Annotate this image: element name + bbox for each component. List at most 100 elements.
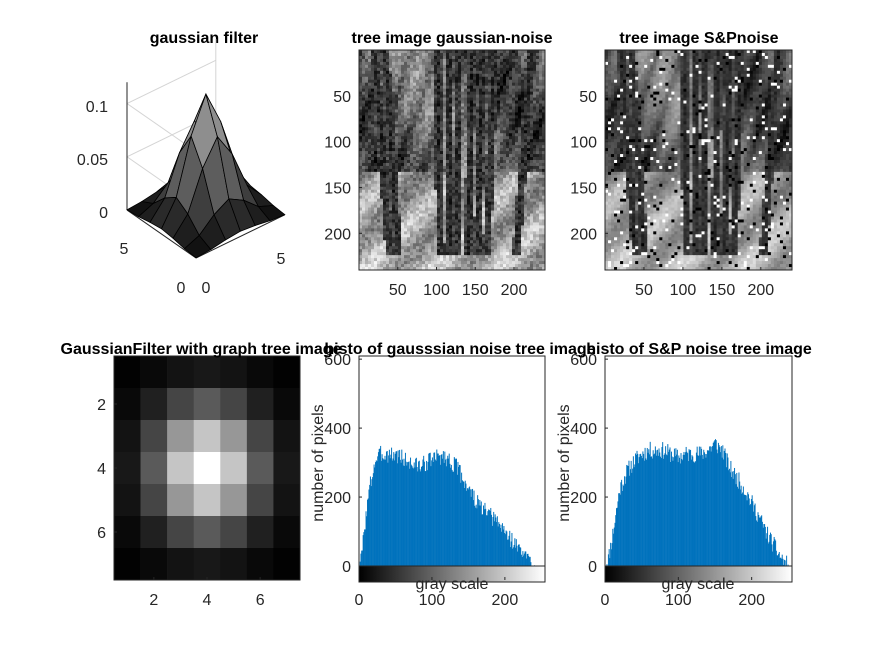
- pixel: [503, 85, 507, 90]
- pixel: [503, 139, 507, 143]
- pixel: [380, 234, 384, 238]
- pixel: [533, 198, 537, 203]
- pixel: [647, 52, 651, 57]
- pixel: [401, 103, 405, 107]
- pixel: [410, 103, 414, 107]
- pixel: [368, 228, 372, 232]
- pixel: [377, 210, 381, 214]
- pixel: [371, 91, 375, 95]
- pixel: [407, 231, 411, 235]
- pixel: [530, 165, 534, 170]
- pixel: [401, 79, 405, 84]
- pixel: [686, 55, 690, 60]
- pixel: [530, 61, 534, 66]
- pixel: [503, 154, 507, 158]
- pixel: [458, 109, 462, 113]
- pixel: [458, 151, 462, 155]
- pixel: [515, 240, 519, 244]
- pixel: [527, 91, 531, 95]
- pixel: [701, 61, 705, 66]
- pixel: [494, 91, 498, 95]
- pixel: [428, 165, 432, 170]
- pixel: [515, 222, 519, 226]
- pixel: [434, 100, 438, 104]
- pixel: [539, 237, 543, 241]
- pixel: [503, 55, 507, 60]
- pixel: [461, 142, 465, 146]
- pixel: [491, 195, 495, 200]
- pixel: [383, 70, 387, 75]
- pixel: [389, 67, 393, 72]
- pixel: [395, 100, 399, 104]
- pixel: [431, 189, 435, 194]
- pixel: [395, 50, 399, 54]
- pixel: [392, 198, 396, 203]
- pixel: [527, 118, 531, 122]
- pixel: [479, 231, 483, 235]
- pixel: [494, 171, 498, 176]
- pixel: [539, 162, 543, 167]
- pixel: [365, 207, 369, 211]
- pixel: [380, 180, 384, 185]
- pixel: [626, 58, 630, 63]
- pixel: [371, 186, 375, 191]
- pixel: [446, 237, 450, 241]
- pixel: [479, 186, 483, 191]
- pixel: [503, 216, 507, 220]
- pixel: [365, 249, 369, 253]
- pixel: [446, 151, 450, 155]
- pixel: [401, 130, 405, 134]
- pixel: [410, 157, 414, 161]
- pixel: [362, 162, 366, 167]
- pixel: [434, 76, 438, 81]
- pixel: [431, 267, 435, 271]
- pixel: [473, 112, 477, 116]
- pixel: [482, 264, 486, 268]
- pixel: [494, 264, 498, 268]
- pixel: [440, 198, 444, 203]
- pixel: [518, 115, 522, 119]
- pixel: [512, 139, 516, 143]
- pixel: [488, 64, 492, 69]
- pixel: [416, 106, 420, 110]
- pixel: [431, 198, 435, 203]
- pixel: [674, 61, 678, 66]
- pixel: [455, 267, 459, 271]
- pixel: [476, 207, 480, 211]
- pixel: [452, 112, 456, 116]
- pixel: [434, 115, 438, 119]
- pixel: [419, 189, 423, 194]
- pixel: [515, 70, 519, 75]
- pixel: [449, 52, 453, 57]
- pixel: [365, 52, 369, 57]
- pixel: [383, 189, 387, 194]
- pixel: [533, 94, 537, 98]
- pixel: [512, 222, 516, 226]
- pixel: [491, 204, 495, 208]
- pixel: [494, 50, 498, 54]
- pixel: [536, 109, 540, 113]
- pixel: [443, 234, 447, 238]
- pixel: [365, 180, 369, 185]
- pixel: [446, 264, 450, 268]
- pixel: [362, 234, 366, 238]
- pixel: [419, 154, 423, 158]
- pixel: [530, 160, 534, 164]
- pixel: [530, 222, 534, 226]
- pixel: [389, 210, 393, 214]
- pixel: [497, 162, 501, 167]
- pixel: [461, 109, 465, 113]
- pixel: [707, 52, 711, 57]
- pixel: [374, 106, 378, 110]
- pixel: [368, 79, 372, 84]
- pixel: [725, 52, 730, 57]
- pixel: [503, 249, 507, 253]
- pixel: [413, 139, 417, 143]
- pixel: [395, 160, 399, 164]
- pixel: [401, 222, 405, 226]
- pixel: [524, 142, 528, 146]
- pixel: [362, 201, 366, 205]
- pixel: [359, 133, 363, 137]
- pixel: [443, 142, 447, 146]
- pixel: [419, 118, 423, 122]
